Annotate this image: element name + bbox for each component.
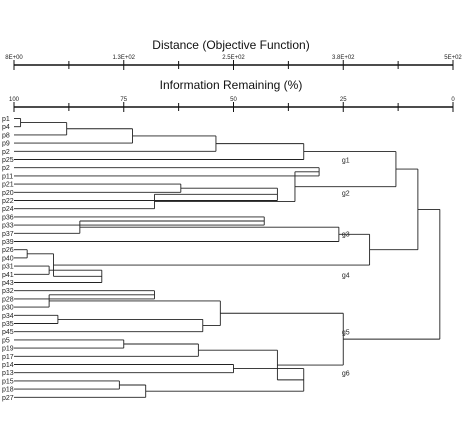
group-label-g1: g1 [342,158,350,165]
merge-29 [14,384,147,398]
leaf-label-23: p30 [2,305,14,312]
axis1-tick-label-4: 5E+02 [444,55,462,61]
leaf-label-16: p26 [2,247,14,254]
leaf-label-7: p11 [2,173,13,180]
leaf-label-21: p32 [2,288,14,295]
merge-6 [14,183,182,193]
merge-12 [14,226,340,242]
axis1-tick-label-2: 2.5E+02 [222,55,245,61]
leaf-label-32: p15 [2,378,14,385]
axis2-tick-label-2: 50 [230,97,237,103]
leaf-label-8: p21 [2,182,14,189]
merge-23 [14,318,204,333]
distance-axis-title: Distance (Objective Function) [152,38,309,52]
merge-14 [14,265,50,275]
leaf-label-27: p5 [2,337,10,344]
merge-1 [14,122,68,136]
merge-5 [14,167,320,177]
leaf-label-31: p13 [2,370,14,377]
leaf-label-9: p20 [2,190,14,197]
leaf-label-4: p2 [2,149,10,156]
leaf-label-11: p24 [2,206,14,213]
leaf-label-19: p41 [2,272,14,279]
leaf-label-28: p19 [2,346,14,353]
axis2-tick-label-4: 0 [451,97,455,103]
leaf-label-29: p17 [2,354,14,361]
merge-32 [220,312,344,366]
group-label-g5: g5 [342,330,350,337]
leaf-label-20: p43 [2,280,14,287]
leaf-label-24: p34 [2,313,14,320]
axis2-tick-label-3: 25 [340,97,347,103]
leaf-label-15: p39 [2,239,14,246]
leaf-label-34: p27 [2,395,14,402]
axis2-tick-label-0: 100 [9,97,20,103]
leaf-label-30: p14 [2,362,14,369]
leaf-label-12: p36 [2,214,14,221]
information-axis-title: Information Remaining (%) [160,78,303,92]
axis1-tick-label-3: 3.8E+02 [332,55,355,61]
group-label-g4: g4 [342,272,350,279]
dendrogram-branches [14,118,441,398]
merge-33 [343,208,441,340]
merge-13 [14,249,28,259]
merge-3 [14,135,217,152]
leaf-label-3: p9 [2,141,10,148]
group-label-g6: g6 [342,371,350,378]
leaf-label-5: p25 [2,157,14,164]
merge-19 [369,168,419,251]
merge-26 [14,343,199,357]
merge-25 [14,339,125,349]
merge-2 [14,128,133,144]
leaf-label-13: p33 [2,223,14,230]
merge-28 [14,380,120,390]
merge-27 [14,364,234,374]
merge-22 [14,314,59,324]
axis2-tick-label-1: 75 [120,97,127,103]
leaf-labels: p1p4p8p9p2p25p2p11p21p20p22p24p36p33p37p… [2,116,14,402]
leaf-label-25: p35 [2,321,14,328]
leaf-label-18: p31 [2,264,14,271]
leaf-label-26: p45 [2,329,14,336]
leaf-label-10: p22 [2,198,14,205]
leaf-label-0: p1 [2,116,10,123]
merge-24 [49,300,221,326]
leaf-label-6: p2 [2,165,10,172]
merge-0 [14,118,22,128]
group-label-g2: g2 [342,190,350,197]
leaf-label-22: p28 [2,296,14,303]
axis-ticks: 8E+00 1.3E+02 2.5E+02 3.8E+02 5E+02 100 75 50 25… [5,55,462,112]
group-label-g3: g3 [342,231,350,238]
axis1-tick-label-1: 1.3E+02 [112,55,135,61]
leaf-label-33: p18 [2,387,14,394]
merge-17 [53,233,371,266]
axis1-tick-label-0: 8E+00 [5,55,23,61]
leaf-label-2: p8 [2,132,10,139]
leaf-label-1: p4 [2,124,10,131]
leaf-label-17: p40 [2,255,14,262]
group-labels: g1 g2 g3 g4 g5 g6 [342,158,350,378]
leaf-label-14: p37 [2,231,14,238]
